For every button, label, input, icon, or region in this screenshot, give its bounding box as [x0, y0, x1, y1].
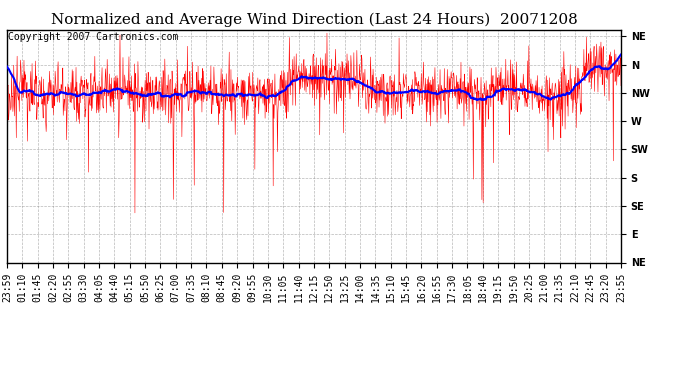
Text: Copyright 2007 Cartronics.com: Copyright 2007 Cartronics.com [8, 32, 179, 42]
Title: Normalized and Average Wind Direction (Last 24 Hours)  20071208: Normalized and Average Wind Direction (L… [50, 13, 578, 27]
